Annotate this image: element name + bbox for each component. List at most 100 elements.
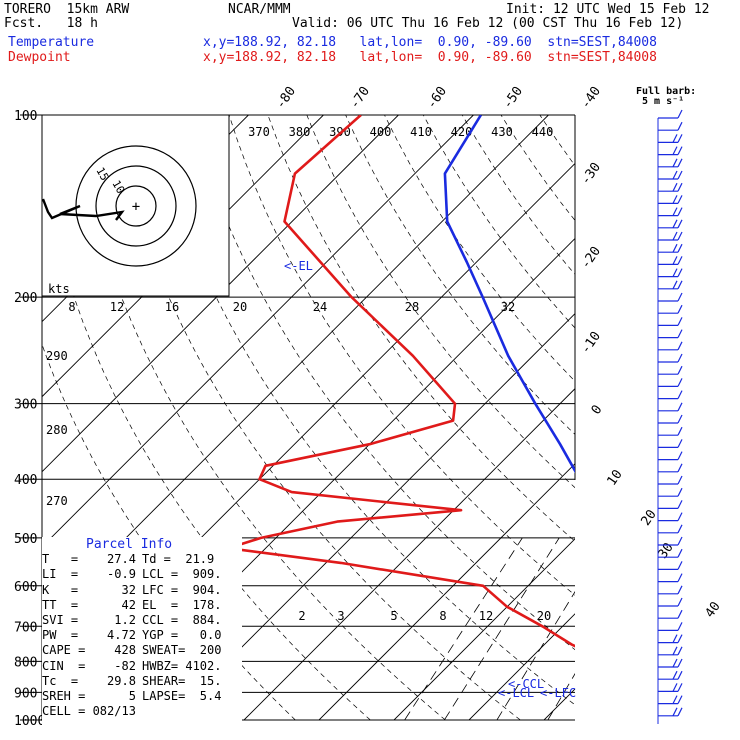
isotherm-tick-label: -80 — [273, 84, 299, 112]
wind-barb-flag — [672, 683, 678, 692]
wind-barb-flag — [672, 646, 678, 656]
dry-adiabat-label: 380 — [289, 125, 311, 139]
dry-adiabat-line — [189, 115, 575, 651]
wind-barb-flag — [677, 317, 683, 326]
barb-legend-line1: Full barb: — [636, 86, 697, 97]
mixing-ratio-label: 2 — [298, 609, 305, 623]
wind-barb-flag — [672, 182, 678, 192]
wind-barb-flag — [677, 402, 683, 412]
wind-barb-flag — [677, 280, 683, 290]
speed-axis-tick-label: 20 — [233, 300, 247, 314]
isotherm-line — [243, 388, 575, 720]
mixing-ratio-line — [594, 538, 697, 720]
wind-barb-flag — [677, 304, 683, 314]
wind-barb-flag — [672, 207, 678, 216]
pressure-tick-label: 400 — [14, 473, 37, 488]
wind-barb-flag — [677, 646, 683, 656]
mixing-ratio-line — [547, 673, 575, 720]
mixing-ratio-label: 5 — [390, 609, 397, 623]
lcl-annotation: <-LCL — [498, 686, 534, 700]
parcel-info-value: T = 27.4 — [42, 552, 136, 567]
wind-barb-flag — [677, 439, 683, 448]
pressure-tick-label: 500 — [14, 532, 37, 547]
wind-barb-flag — [677, 683, 683, 692]
pressure-tick-label: 1000 — [14, 714, 45, 729]
parcel-info-value: SREH = 5 — [42, 689, 136, 704]
forecast-hour: Fcst. 18 h — [4, 16, 98, 31]
parcel-info-row: TT = 42 EL = 178. — [42, 598, 242, 613]
wind-barb-flag — [672, 280, 678, 290]
wind-barb-flag — [672, 219, 678, 229]
pressure-tick-label: 300 — [14, 398, 37, 413]
wind-barb-flag — [677, 231, 683, 241]
dry-adiabat-line — [345, 115, 575, 435]
isotherm-tick-label: 10 — [604, 467, 625, 488]
isotherm-tick-label: 20 — [638, 507, 659, 528]
isotherm-tick-label: 30 — [655, 540, 676, 561]
dry-adiabat-line — [228, 115, 575, 596]
parcel-info-value: SWEAT= 200 — [142, 643, 222, 658]
mixing-ratio-line — [654, 538, 740, 720]
isotherm-tick-label: 0 — [589, 402, 606, 417]
isotherm-line — [619, 115, 740, 720]
wind-barb-flag — [677, 609, 683, 619]
isotherm-tick-label: -70 — [347, 84, 373, 112]
wind-barb-flag — [672, 268, 678, 277]
dry-adiabat-line — [112, 115, 521, 720]
wind-barb-flag — [677, 121, 683, 131]
isotherm-line — [694, 115, 740, 720]
dry-adiabat-label: 440 — [532, 125, 554, 139]
isotherm-tick-label: -10 — [578, 329, 604, 357]
parcel-info-value: LI = -0.9 — [42, 567, 136, 582]
isotherm-line — [468, 613, 575, 720]
parcel-info-row: SVI = 1.2 CCL = 884. — [42, 613, 242, 628]
pressure-tick-label: 900 — [14, 686, 37, 701]
pressure-tick-label: 200 — [14, 291, 37, 306]
wind-barb-flag — [672, 231, 678, 241]
speed-axis-tick-label: 12 — [110, 300, 124, 314]
wind-barb-flag — [677, 158, 683, 168]
parcel-info-row: CIN = -82 HWBZ= 4102. — [42, 659, 242, 674]
parcel-info-value: CIN = -82 — [42, 658, 136, 673]
wind-barb-flag — [677, 243, 683, 253]
parcel-info-value: K = 32 — [42, 582, 136, 597]
speed-axis-tick-label: 16 — [165, 300, 179, 314]
parcel-info-value: CCL = 884. — [142, 613, 222, 628]
wind-barb-flag — [677, 622, 683, 631]
dry-adiabat-line — [267, 115, 575, 542]
parcel-info-value: SHEAR= 15. — [142, 673, 222, 688]
wind-barb-flag — [677, 109, 683, 119]
mixing-ratio-label: 3 — [337, 609, 344, 623]
dry-adiabat-line — [500, 115, 575, 221]
isotherm-line — [42, 115, 474, 548]
wind-barb-flag — [677, 146, 683, 155]
wind-barb-flag — [677, 487, 683, 497]
wind-barb-flag — [677, 536, 683, 546]
wind-barb-flag — [672, 658, 678, 668]
parcel-info-row: CAPE = 428 SWEAT= 200 — [42, 643, 242, 658]
dry-adiabat-label: 430 — [491, 125, 513, 139]
dry-adiabat-label: 400 — [370, 125, 392, 139]
wind-barb-flag — [677, 353, 683, 363]
parcel-info-value — [142, 704, 242, 719]
temperature-location-info: x,y=188.92, 82.18 lat,lon= 0.90, -89.60 … — [203, 35, 657, 50]
speed-axis-tick-label: 28 — [405, 300, 419, 314]
theta-e-label: 280 — [46, 423, 68, 437]
parcel-info-row: Tc = 29.8 SHEAR= 15. — [42, 674, 242, 689]
parcel-info-title: Parcel Info — [86, 537, 173, 552]
isotherm-line — [168, 312, 575, 720]
wind-barb-flag — [672, 195, 678, 204]
wind-barb-flag — [677, 658, 683, 668]
wind-barb-flag — [677, 695, 683, 704]
wind-barb-flag — [677, 670, 683, 680]
wind-barb-flag — [677, 561, 683, 570]
wind-barb-flag — [677, 451, 683, 460]
hodograph-ring — [95, 165, 177, 247]
wind-barb-flag — [672, 670, 678, 680]
wind-barb-flag — [677, 634, 683, 643]
temperature-legend: Temperature — [8, 35, 95, 50]
parcel-info-value: CELL = 082/13 — [42, 704, 136, 719]
pressure-tick-label: 100 — [14, 109, 37, 124]
dry-adiabat-label: 410 — [410, 125, 432, 139]
